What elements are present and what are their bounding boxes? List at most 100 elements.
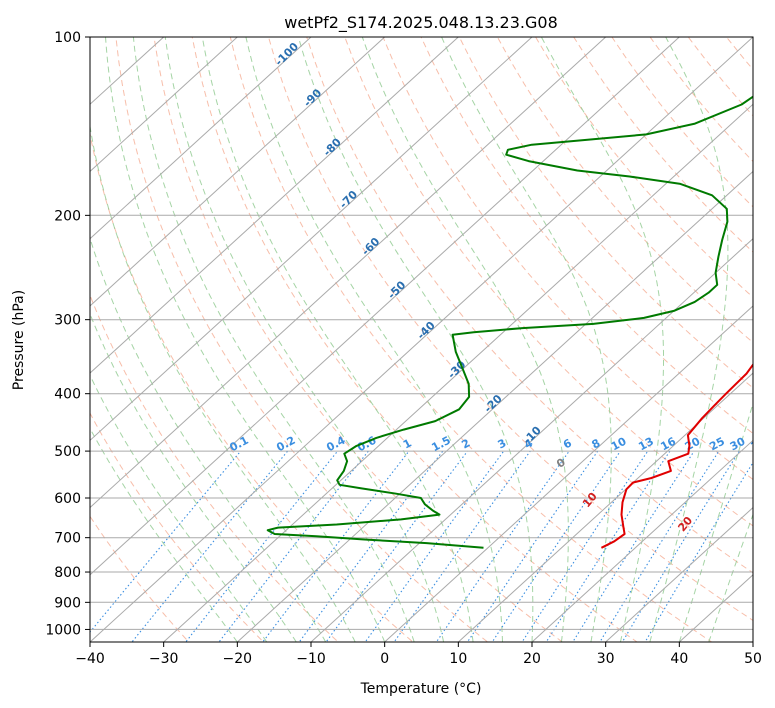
moist-adiabat-line	[90, 123, 356, 642]
isotherm-line	[310, 238, 753, 642]
mixing-ratio-line	[218, 450, 369, 642]
mixing-ratio-line	[466, 450, 599, 642]
moist-adiabat-line	[90, 427, 238, 642]
plot-area: 0.1 0.2 0.4 0.6 1 1.5 2 3 4 6 8 10 13 16 20 25 30 36-100-…	[90, 10, 775, 654]
mixing-ratio-label: 8	[590, 436, 603, 451]
mixing-ratio-label: 25	[707, 435, 727, 454]
isotherm-label: -100	[272, 40, 301, 69]
pressure-gridlines	[90, 37, 753, 630]
profile-lines	[266, 95, 753, 549]
dry-adiabat-line	[229, 37, 713, 642]
dry-adiabat-line	[687, 37, 753, 117]
isotherm-line	[90, 37, 533, 442]
mixing-ratio-line	[90, 450, 242, 633]
x-tick-label: −10	[296, 651, 326, 667]
dry-adiabat-line	[382, 37, 753, 481]
moist-adiabat-line	[90, 374, 268, 642]
dry-adiabat-line	[458, 37, 753, 389]
mixing-ratio-label: 3	[496, 436, 509, 451]
moist-adiabat-line	[297, 37, 534, 642]
dry-adiabat-line	[191, 37, 638, 642]
y-tick-label: 900	[54, 595, 81, 611]
moist-adiabat-line	[164, 37, 445, 642]
isotherm-line	[90, 37, 681, 576]
y-tick-label: 300	[54, 313, 81, 329]
x-tick-label: 40	[670, 651, 688, 667]
mixing-ratio-line	[131, 450, 289, 642]
moist-adiabat-line	[361, 37, 569, 642]
isotherm-label: -30	[445, 358, 468, 381]
y-tick-label: 200	[54, 208, 81, 224]
moist-adiabat-line	[90, 312, 297, 642]
mixing-ratio-label: 16	[658, 435, 678, 454]
y-tick-label: 400	[54, 387, 81, 403]
dry-adiabat-line	[649, 37, 753, 163]
dry-adiabat-line	[611, 37, 753, 208]
dry-adiabat-line	[115, 37, 489, 642]
dry-adiabat-line	[344, 37, 753, 527]
moist-adiabat-line	[649, 37, 729, 642]
dry-adiabat-label: 20	[675, 514, 695, 534]
dry-adiabat-line	[573, 37, 753, 253]
mixing-ratio-label: 36	[749, 435, 769, 454]
y-tick-label: 800	[54, 565, 81, 581]
isotherm-label: -70	[337, 188, 360, 211]
mixing-ratio-label: 20	[683, 435, 703, 454]
mixing-ratio-label: 10	[609, 435, 629, 454]
dry-adiabat-line	[743, 10, 775, 654]
mixing-ratio-line	[435, 450, 570, 642]
moist-adiabat-line	[441, 37, 612, 642]
dry-adiabat-line	[306, 37, 753, 574]
isotherm-line	[752, 641, 753, 642]
dry-adiabat-label: 10	[580, 490, 600, 510]
dry-adiabat-line	[153, 37, 564, 642]
moist-adiabat-line	[708, 513, 753, 642]
y-tick-label: 700	[54, 531, 81, 547]
moist-adiabat-line	[678, 401, 753, 642]
isotherm-line	[604, 506, 753, 642]
mixing-ratio-label: 2	[459, 436, 472, 451]
isotherm-line	[162, 103, 753, 642]
isotherm-line	[457, 372, 753, 642]
mixing-ratio-line	[393, 450, 531, 642]
chart-title: wetPf2_S174.2025.048.13.23.G08	[284, 13, 558, 33]
mixing-ratio-label: 6	[561, 436, 574, 451]
isotherm-label: -50	[385, 278, 408, 301]
y-axis-title: Pressure (hPa)	[11, 290, 27, 390]
moist-adiabats	[90, 37, 753, 642]
y-axis: 1000 900 800 700 600 500 400 300 200 100	[45, 30, 90, 638]
x-axis: −40 −30 −20 −10 0 10 20 30 40 50	[75, 642, 762, 667]
x-tick-label: −20	[223, 651, 253, 667]
moist-adiabat-line	[245, 37, 503, 642]
isotherm-label: -80	[321, 135, 344, 158]
plot-frame	[89, 36, 754, 643]
dry-adiabat-line	[90, 293, 339, 642]
mixing-ratio-line	[521, 450, 649, 642]
x-tick-label: −30	[149, 651, 179, 667]
mixing-ratio-label: 1	[401, 436, 414, 451]
temperature-line	[600, 362, 753, 549]
isotherm-line	[90, 37, 607, 509]
isotherm-line	[90, 37, 753, 642]
mixing-ratio-line	[364, 450, 505, 642]
skewed-isotherms	[90, 37, 753, 642]
dry-adiabat-line	[267, 37, 753, 622]
isotherm-line	[531, 439, 753, 642]
y-tick-label: 600	[54, 491, 81, 507]
x-axis-title: Temperature (°C)	[360, 681, 482, 697]
isotherm-label: -90	[301, 86, 324, 109]
mixing-ratio-label: 13	[636, 435, 656, 454]
x-tick-label: 10	[449, 651, 467, 667]
dry-adiabat-line	[420, 37, 753, 435]
isotherm-label: -20	[482, 392, 505, 415]
isotherm-line	[678, 574, 753, 642]
x-tick-label: 20	[523, 651, 541, 667]
isotherm-label: -60	[359, 235, 382, 258]
isotherm-line	[90, 37, 239, 173]
isotherm-line	[90, 37, 312, 240]
moist-adiabat-line	[540, 37, 664, 642]
moist-adiabat-line	[90, 236, 327, 642]
x-tick-label: −40	[75, 651, 105, 667]
x-tick-label: 50	[744, 651, 762, 667]
